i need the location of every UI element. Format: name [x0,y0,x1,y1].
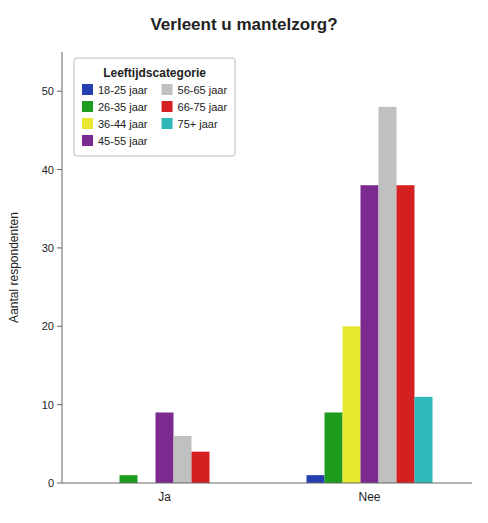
y-tick [57,404,62,405]
y-tick-label: 30 [42,242,54,254]
y-tick-label: 50 [42,85,54,97]
legend-swatch [162,101,173,112]
legend-label: 26-35 jaar [98,101,148,113]
y-tick-label: 10 [42,399,54,411]
legend-swatch [162,118,173,129]
bar [307,475,325,483]
legend-swatch [82,135,93,146]
y-axis-line [62,52,63,483]
legend-swatch [82,101,93,112]
chart-container: Verleent u mantelzorg? Aantal respondente… [0,0,488,523]
bar [120,475,138,483]
bar [192,452,210,483]
legend-box [74,58,235,156]
chart-svg: Verleent u mantelzorg? Aantal respondente… [0,0,488,523]
x-tick-label: Nee [358,490,380,504]
y-axis-label: Aantal respondenten [7,212,21,323]
bar [361,185,379,483]
bar [174,436,192,483]
y-tick [57,91,62,92]
bar [325,412,343,483]
y-tick-label: 20 [42,320,54,332]
y-tick [57,169,62,170]
legend-label: 36-44 jaar [98,118,148,130]
bar [156,412,174,483]
bar [397,185,415,483]
chart-title: Verleent u mantelzorg? [150,15,337,34]
y-tick-label: 40 [42,164,54,176]
legend-swatch [82,84,93,95]
legend-label: 56-65 jaar [178,84,228,96]
y-tick [57,247,62,248]
x-tick-label: Ja [158,490,171,504]
bar [379,107,397,483]
y-tick-label: 0 [48,477,54,489]
legend-swatch [162,84,173,95]
legend-swatch [82,118,93,129]
legend-label: 66-75 jaar [178,101,228,113]
legend-title: Leeftijdscategorie [103,66,206,80]
bar [415,397,433,483]
bar [343,326,361,483]
x-axis-line [62,483,472,484]
legend-label: 75+ jaar [178,118,218,130]
legend-label: 45-55 jaar [98,135,148,147]
y-tick [57,326,62,327]
legend-label: 18-25 jaar [98,84,148,96]
y-tick [57,483,62,484]
legend: Leeftijdscategorie 18-25 jaar 26-35 jaar 36… [74,58,235,156]
bars [120,107,433,483]
